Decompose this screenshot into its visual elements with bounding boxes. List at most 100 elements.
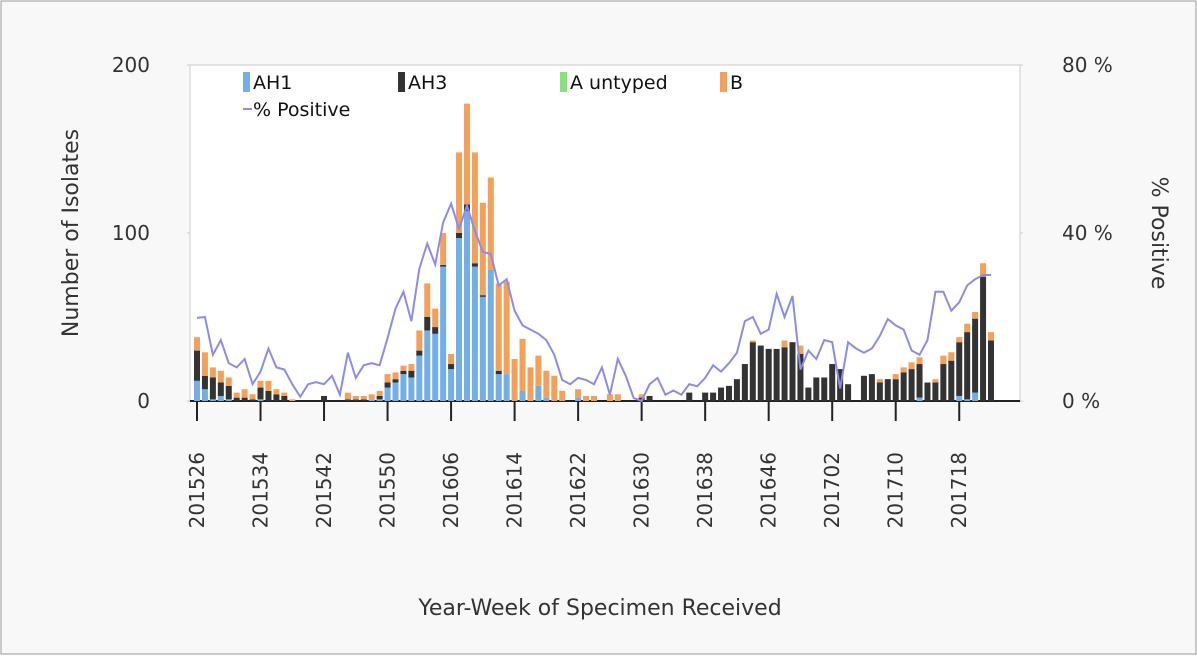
bar [964,332,971,400]
bar [463,103,470,205]
bar [289,399,296,401]
bar [956,337,963,343]
bar [741,364,748,401]
bar [471,263,478,267]
bar [964,399,971,401]
bar [408,364,415,371]
bar [988,332,994,341]
bar [448,364,455,370]
bar [710,392,717,401]
bar [543,397,550,401]
bar [321,395,328,401]
bar [281,392,288,396]
y2-axis-label: % Positive [1146,177,1171,290]
bar [225,377,232,386]
bar [201,389,208,401]
bar [765,348,772,401]
bar [209,399,216,401]
bar [456,238,463,401]
bar [551,375,558,401]
bar [448,353,455,365]
legend-marker [398,72,405,92]
x-tick-label: 201702 [820,452,844,528]
bar [479,295,486,297]
bar [575,397,582,401]
bar [209,377,216,400]
bar [408,370,415,378]
bar [535,355,542,386]
x-axis-label: Year-Week of Specimen Received [417,596,781,621]
bar [392,379,399,383]
bar [749,340,756,343]
bar [495,370,502,375]
bar [217,370,224,383]
bar [440,233,447,265]
plot-area [189,64,1021,402]
bar [368,394,375,400]
bar [360,399,367,401]
x-tick-label: 201614 [503,452,527,528]
bar [972,318,979,393]
legend-label: AH3 [408,72,447,94]
y-tick-label: 200 [112,53,150,77]
x-tick-label: 201710 [884,452,908,528]
bar [495,283,502,371]
bar [241,397,248,401]
bar [225,399,232,401]
legend-label: A untyped [570,72,668,94]
line [196,200,991,403]
bar [456,233,463,239]
bar [217,382,224,396]
legend-marker [720,72,727,92]
bar [900,367,907,373]
x-tick-label: 201526 [185,452,209,528]
bar [392,382,399,401]
legend-label: AH1 [253,72,292,94]
bar [201,352,208,376]
bar [781,340,788,348]
bar [265,390,272,401]
legend-label: B [730,72,743,94]
bar [249,394,256,400]
bar [916,364,923,398]
bar [265,380,272,391]
x-tick-label: 201718 [947,452,971,528]
bar [948,352,955,361]
bar [487,269,494,401]
x-tick-label: 201550 [376,452,400,528]
bar [194,337,200,351]
x-tick-label: 201534 [249,452,273,528]
bar [821,377,828,401]
bar [257,380,264,388]
x-tick-label: 201542 [312,452,336,528]
bar [757,345,764,401]
legend-marker [243,72,250,92]
bar [591,395,597,401]
bar [956,395,963,401]
bar [646,395,653,401]
bar [400,370,407,375]
bar [273,389,280,395]
bar [432,333,439,401]
bar [400,365,407,371]
y-tick-label: 100 [112,221,150,245]
legend-label: % Positive [253,99,350,121]
bar [201,375,208,390]
bar [384,374,391,383]
bar [217,395,224,401]
bar [686,392,693,401]
bar [527,367,534,401]
bar [916,357,923,365]
bar [725,385,732,401]
bar [408,377,415,401]
bar [614,394,621,401]
bar [535,385,542,401]
bar [471,152,478,264]
bar [876,382,883,401]
bar [733,379,740,401]
x-tick-label: 201630 [630,452,654,528]
y2-tick-label: 40 % [1062,221,1113,245]
bar [503,281,510,375]
y-tick-label: 0 [137,389,150,413]
